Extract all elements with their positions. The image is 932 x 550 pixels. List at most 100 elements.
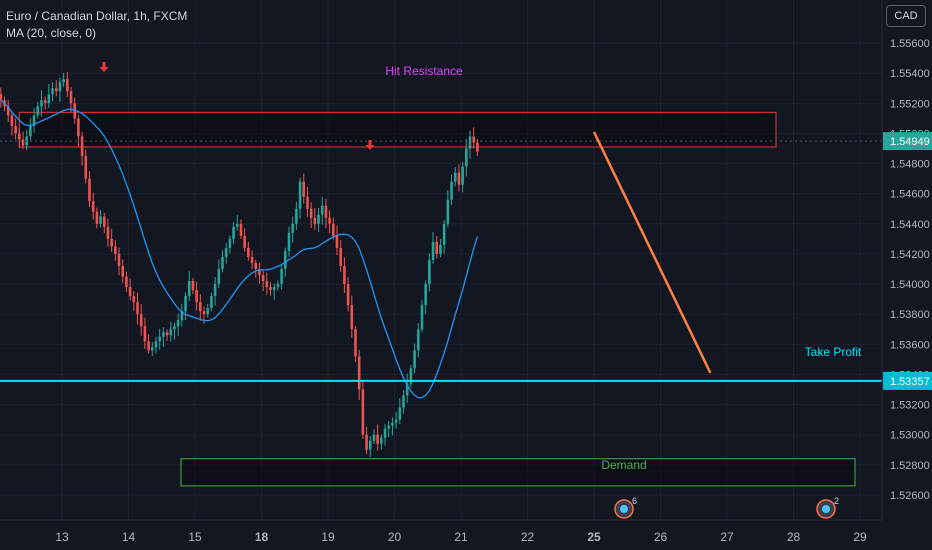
candle-body[interactable] <box>95 211 99 224</box>
candle-body[interactable] <box>361 389 365 435</box>
candle-body[interactable] <box>88 178 91 202</box>
candle-body[interactable] <box>125 276 128 288</box>
candle-body[interactable] <box>17 133 21 140</box>
candle-body[interactable] <box>180 311 184 321</box>
candle-body[interactable] <box>398 407 402 420</box>
candle-body[interactable] <box>73 103 77 119</box>
candle-body[interactable] <box>162 332 165 337</box>
candle-body[interactable] <box>187 281 191 297</box>
candle-body[interactable] <box>239 223 243 236</box>
candle-body[interactable] <box>387 425 391 429</box>
candle-body[interactable] <box>368 440 372 450</box>
candle-body[interactable] <box>99 216 102 224</box>
candle-body[interactable] <box>295 208 298 224</box>
candle-body[interactable] <box>195 290 198 303</box>
candle-body[interactable] <box>357 356 361 390</box>
candle-body[interactable] <box>339 247 343 266</box>
candle-body[interactable] <box>383 428 387 438</box>
candle-body[interactable] <box>132 296 136 303</box>
candle-body[interactable] <box>365 434 368 450</box>
candle-body[interactable] <box>465 148 468 167</box>
candle-body[interactable] <box>416 329 420 351</box>
candle-body[interactable] <box>143 326 147 342</box>
candle-body[interactable] <box>380 437 383 444</box>
candle-body[interactable] <box>265 281 269 288</box>
candle-body[interactable] <box>328 217 331 224</box>
candle-body[interactable] <box>306 196 309 209</box>
candle-body[interactable] <box>391 422 394 426</box>
candle-body[interactable] <box>110 238 113 247</box>
candle-body[interactable] <box>372 434 376 441</box>
candle-body[interactable] <box>221 256 224 269</box>
candle-body[interactable] <box>47 94 51 104</box>
candle-body[interactable] <box>298 181 302 209</box>
candle-body[interactable] <box>173 326 176 330</box>
candle-body[interactable] <box>102 216 106 227</box>
candle-body[interactable] <box>461 166 464 185</box>
candle-body[interactable] <box>210 296 213 309</box>
candle-body[interactable] <box>287 232 291 251</box>
candle-body[interactable] <box>69 91 73 104</box>
candle-body[interactable] <box>446 199 450 224</box>
candle-body[interactable] <box>6 106 10 116</box>
candle-body[interactable] <box>106 226 110 239</box>
candle-body[interactable] <box>413 350 416 369</box>
candle-body[interactable] <box>139 314 143 327</box>
candle-body[interactable] <box>435 241 439 254</box>
candle-body[interactable] <box>332 223 335 236</box>
candle-body[interactable] <box>476 142 479 152</box>
candle-body[interactable] <box>147 341 150 351</box>
candle-body[interactable] <box>232 226 235 239</box>
candle-body[interactable] <box>354 329 357 357</box>
candle-body[interactable] <box>402 395 405 408</box>
candle-body[interactable] <box>280 269 283 285</box>
candle-body[interactable] <box>235 223 239 227</box>
candle-body[interactable] <box>202 311 206 315</box>
candle-body[interactable] <box>51 88 54 95</box>
candle-body[interactable] <box>91 201 95 212</box>
candle-body[interactable] <box>136 302 139 315</box>
candle-body[interactable] <box>258 269 261 276</box>
candle-body[interactable] <box>158 336 161 342</box>
currency-button[interactable]: CAD <box>886 5 926 27</box>
candle-body[interactable] <box>247 247 250 257</box>
candle-body[interactable] <box>228 238 232 248</box>
candle-body[interactable] <box>420 305 424 330</box>
candle-body[interactable] <box>431 241 435 260</box>
candle-body[interactable] <box>405 383 409 396</box>
candle-body[interactable] <box>472 136 476 143</box>
candle-body[interactable] <box>424 284 427 306</box>
candle-body[interactable] <box>191 281 195 291</box>
candle-body[interactable] <box>283 250 287 269</box>
demand-zone[interactable] <box>180 458 856 487</box>
candle-body[interactable] <box>453 172 457 182</box>
candle-body[interactable] <box>62 79 65 83</box>
candle-body[interactable] <box>394 419 398 423</box>
projection-line[interactable] <box>592 131 712 374</box>
candle-body[interactable] <box>14 125 17 134</box>
candle-body[interactable] <box>121 265 125 277</box>
candle-body[interactable] <box>254 262 258 269</box>
candle-body[interactable] <box>457 172 461 185</box>
candle-body[interactable] <box>114 246 117 254</box>
candle-body[interactable] <box>176 320 180 327</box>
candle-body[interactable] <box>376 434 379 444</box>
candle-body[interactable] <box>206 308 210 315</box>
candle-body[interactable] <box>320 205 324 215</box>
candle-body[interactable] <box>346 284 350 306</box>
candle-body[interactable] <box>442 223 446 245</box>
candle-body[interactable] <box>428 259 431 285</box>
candle-body[interactable] <box>10 115 14 126</box>
candle-body[interactable] <box>84 156 88 179</box>
candle-body[interactable] <box>80 136 84 157</box>
candle-body[interactable] <box>0 94 3 101</box>
moving-average-line[interactable] <box>0 99 479 399</box>
candle-body[interactable] <box>269 287 272 291</box>
candle-body[interactable] <box>409 368 413 384</box>
candle-body[interactable] <box>439 244 442 254</box>
candle-body[interactable] <box>21 139 25 146</box>
candle-body[interactable] <box>309 208 313 218</box>
candle-body[interactable] <box>450 181 453 200</box>
candle-body[interactable] <box>276 284 280 288</box>
candle-body[interactable] <box>165 332 169 336</box>
